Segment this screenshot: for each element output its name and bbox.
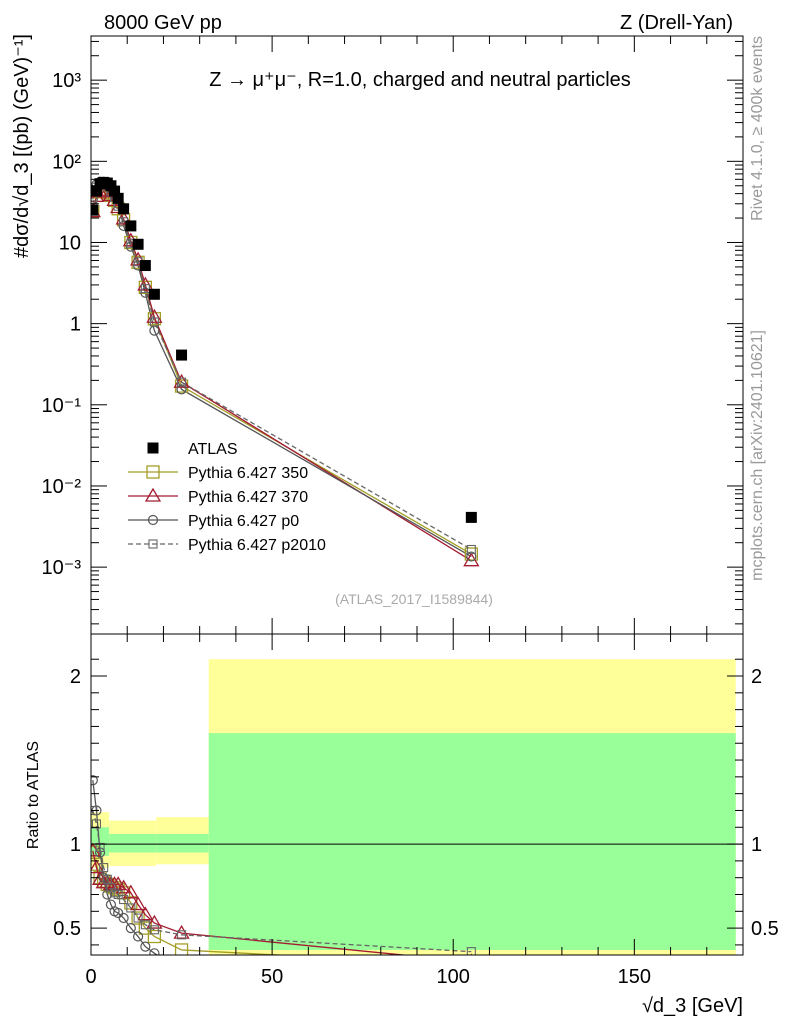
ratio-ytick-label-right-0: 0.5 [751, 918, 779, 940]
main-point-2-13 [176, 384, 187, 395]
ratio-point-0-1 [91, 857, 104, 871]
ratio-point-1-9 [122, 884, 139, 899]
ratio-point-3-1 [91, 819, 101, 829]
legend-label-2: Pythia 6.427 370 [188, 489, 308, 506]
ratio-band-green-3 [208, 733, 736, 950]
main-ytick-label-3: 1 [70, 314, 81, 336]
legend-label-4: Pythia 6.427 p2010 [188, 537, 326, 554]
legend-marker-3 [147, 514, 159, 526]
legend-marker-2 [144, 487, 162, 502]
ratio-point-3-3 [99, 863, 109, 873]
ratio-point-1-12 [146, 914, 163, 929]
ratio-ytick-label-2: 2 [70, 666, 81, 688]
atlas-point-0 [91, 204, 99, 216]
ratio-point-2-9 [125, 923, 136, 934]
ratio-point-0-10 [131, 911, 145, 925]
atlas-point-10 [132, 238, 144, 250]
ratio-series-group [91, 775, 476, 955]
ratio-point-2-7 [113, 907, 124, 919]
ratio-point-3-2 [95, 842, 105, 852]
main-ytick-label-6: 10³ [52, 70, 81, 92]
main-y-axis-label-text: #dσ/d√d_3 [(pb) (GeV)⁻¹] [11, 34, 33, 258]
main-point-1-11 [137, 276, 154, 291]
main-point-0-12 [147, 312, 162, 326]
atlas-point-9 [125, 220, 137, 232]
xtick-label-2: 100 [437, 966, 470, 988]
legend-marker-0 [147, 442, 159, 454]
main-point-3-11 [140, 284, 150, 294]
ratio-point-3-12 [149, 925, 159, 935]
header-left: 8000 GeV pp [104, 12, 222, 34]
ratio-point-3-7 [113, 889, 123, 900]
ratio-ytick-label-1: 1 [70, 834, 81, 856]
side-mcplots-label: mcplots.cern.ch [arXiv:2401.10621] [749, 330, 766, 581]
ratio-ytick-label-right-1: 1 [751, 834, 762, 856]
atlas-point-6 [109, 185, 121, 197]
main-ytick-label-0: 10⁻³ [42, 557, 82, 579]
main-point-0-14 [464, 547, 478, 561]
legend: ATLAS Pythia 6.427 350 Pythia 6.427 370 Pyt… [128, 441, 326, 554]
atlas-point-12 [148, 288, 160, 300]
ratio-point-1-8 [115, 879, 132, 894]
atlas-point-1 [91, 185, 102, 197]
ratio-band-green-2 [156, 833, 209, 853]
main-ytick-label-2: 10⁻¹ [42, 395, 82, 417]
ratio-y-axis-label: Ratio to ATLAS [25, 741, 42, 849]
legend-marker-4 [148, 539, 158, 549]
legend-label-1: Pythia 6.427 350 [188, 465, 308, 482]
ratio-point-2-2 [94, 847, 106, 858]
main-ytick-label-4: 10 [59, 232, 81, 254]
x-axis-label: √d_3 [GeV] [642, 995, 743, 1017]
ratio-point-3-8 [119, 894, 129, 905]
ratio-point-3-14 [466, 947, 476, 955]
ratio-point-2-12 [149, 948, 160, 955]
ratio-point-2-11 [140, 941, 151, 952]
atlas-point-8 [118, 203, 130, 215]
side-rivet-label: Rivet 4.1.0, ≥ 400k events [749, 36, 766, 221]
plot-title: Z → μ⁺μ⁻, R=1.0, charged and neutral par… [209, 69, 631, 91]
legend-label-3: Pythia 6.427 p0 [188, 513, 299, 530]
legend-label-0: ATLAS [188, 441, 238, 458]
ratio-ytick-label-right-2: 2 [751, 666, 762, 688]
main-ytick-label-5: 10² [52, 151, 81, 173]
header-right: Z (Drell-Yan) [620, 12, 733, 34]
main-y-axis-label: #dσ/d√d_3 [(pb) (GeV)⁻¹] [11, 34, 33, 258]
analysis-watermark: (ATLAS_2017_I1589844) [335, 591, 493, 607]
ratio-point-3-10 [133, 913, 143, 923]
ratio-point-3-11 [140, 920, 150, 930]
xtick-label-0: 0 [85, 966, 96, 988]
atlas-point-11 [139, 260, 151, 272]
ratio-point-3-13 [177, 930, 187, 940]
ratio-point-2-10 [132, 931, 144, 942]
ratio-point-0-13 [174, 943, 189, 955]
main-point-2-14 [466, 551, 477, 562]
ratio-point-0-12 [147, 929, 162, 944]
ratio-ytick-label-0: 0.5 [53, 918, 81, 940]
xtick-label-3: 150 [618, 966, 651, 988]
main-point-3-12 [149, 317, 159, 327]
main-line-3 [92, 183, 472, 551]
atlas-point-14 [465, 511, 477, 523]
ratio-point-3-9 [126, 903, 136, 913]
axes-ticks: 10⁻³ 10⁻² 10⁻¹ 1 10 10² 10³ 0.5 0.5 1 1 2 2 0 50 100 150 [42, 36, 779, 988]
legend-marker-1 [146, 465, 160, 479]
main-series-group [91, 176, 480, 567]
main-point-3-13 [177, 377, 187, 387]
atlas-point-13 [176, 349, 188, 361]
main-point-1-12 [146, 308, 163, 323]
ratio-point-2-8 [118, 912, 129, 924]
atlas-point-7 [112, 192, 124, 204]
ratio-band-green-1 [109, 833, 157, 853]
ratio-point-2-0 [91, 775, 98, 786]
ratio-uncertainty-bands [91, 659, 743, 955]
ratio-line-2 [92, 780, 159, 955]
xtick-label-1: 50 [261, 966, 283, 988]
main-point-3-14 [466, 544, 476, 555]
main-ytick-label-1: 10⁻² [42, 476, 82, 498]
